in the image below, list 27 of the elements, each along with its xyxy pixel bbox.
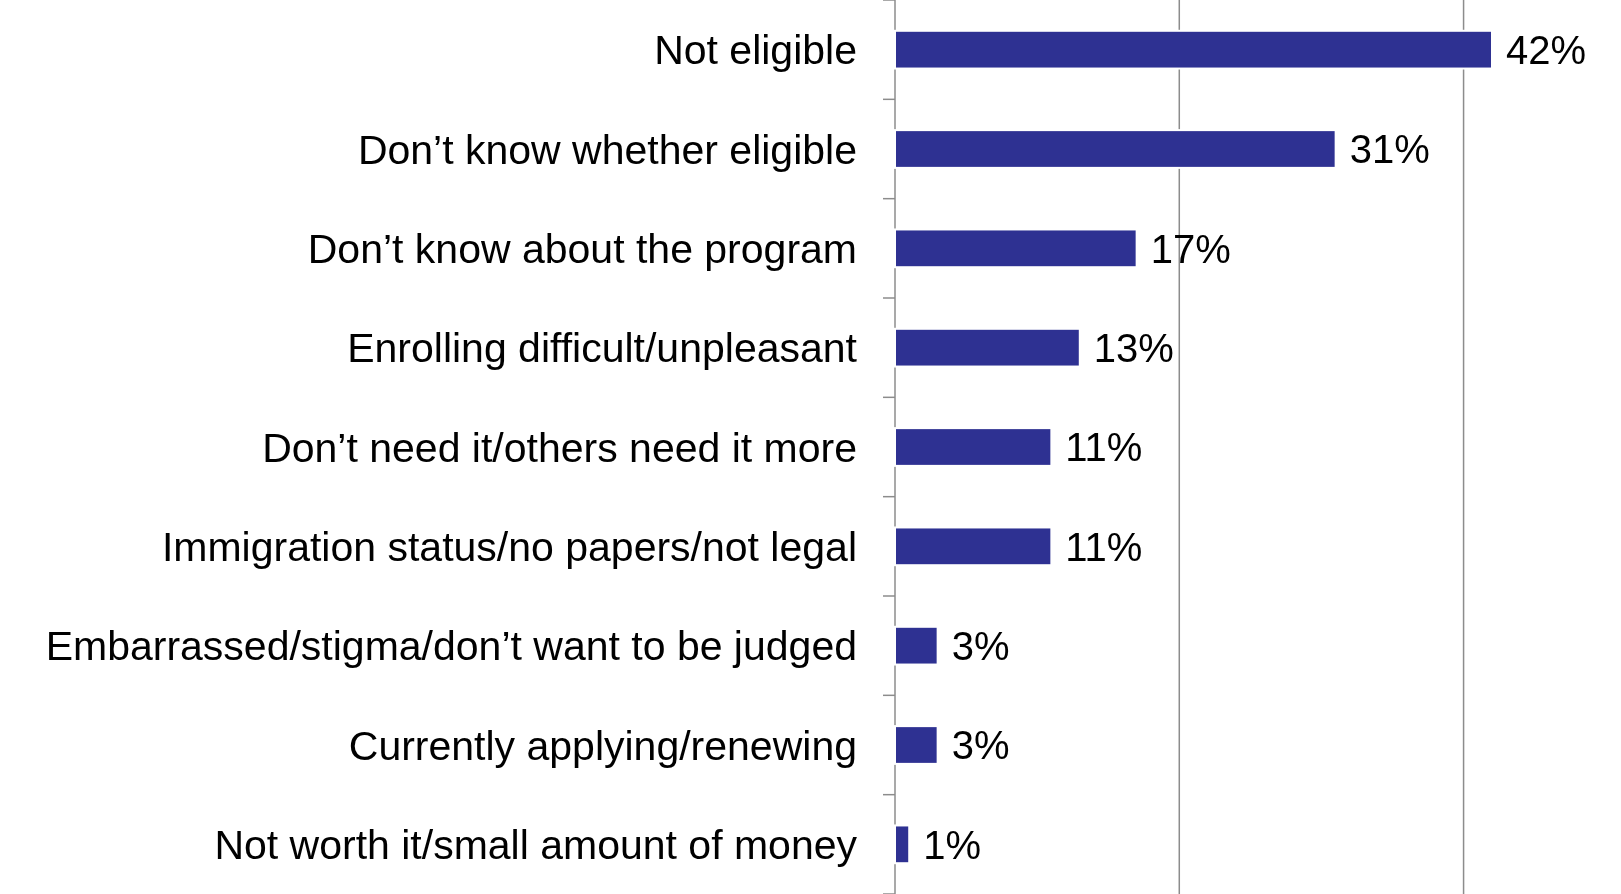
data-label: 3% <box>951 624 1010 669</box>
y-tick-label: Don’t need it/others need it more <box>262 424 857 471</box>
bar <box>894 29 1493 70</box>
bar <box>894 526 1053 567</box>
data-label: 1% <box>923 822 982 867</box>
bar <box>894 427 1053 467</box>
data-label: 11% <box>1065 425 1143 470</box>
bar <box>894 129 1337 169</box>
y-tick-label: Immigration status/no papers/not legal <box>161 524 857 571</box>
data-label: 11% <box>1065 524 1143 569</box>
y-tick-label: Don’t know whether eligible <box>357 126 857 173</box>
y-tick-label: Enrolling difficult/unpleasant <box>347 325 858 372</box>
y-tick-label: Currently applying/renewing <box>348 722 857 769</box>
y-tick-label: Embarrassed/stigma/don’t want to be judged <box>45 623 857 670</box>
data-label: 3% <box>951 723 1010 768</box>
bar <box>894 725 939 765</box>
data-label: 42% <box>1506 28 1587 73</box>
bar <box>894 327 1081 368</box>
y-tick-label: Not eligible <box>654 27 857 74</box>
bar <box>894 228 1138 269</box>
data-label: 31% <box>1349 127 1430 172</box>
y-tick-label: Not worth it/small amount of money <box>214 822 858 869</box>
data-label: 13% <box>1093 326 1174 371</box>
bar <box>894 824 911 865</box>
y-tick-label: Don’t know about the program <box>307 226 857 273</box>
bar <box>894 625 939 666</box>
data-label: 17% <box>1150 226 1231 271</box>
